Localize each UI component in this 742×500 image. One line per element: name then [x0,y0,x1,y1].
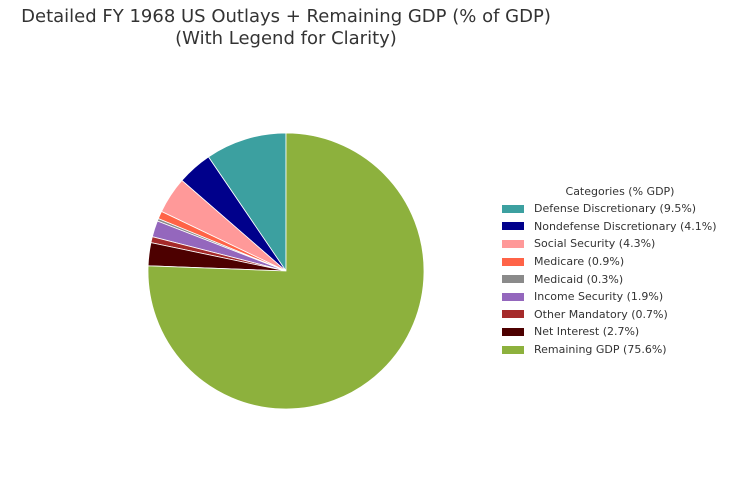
legend-swatch-3 [502,257,524,266]
legend-label-7: Net Interest (2.7%) [534,325,640,339]
legend-title: Categories (% GDP) [565,185,675,198]
chart-title: Detailed FY 1968 US Outlays + Remaining … [0,6,572,50]
legend-swatch-5 [502,292,524,301]
legend-item-0: Defense Discretionary (9.5%) [500,200,736,218]
legend-item-5: Income Security (1.9%) [500,288,736,306]
chart-title-line-2: (With Legend for Clarity) [175,28,397,49]
legend-swatch-2 [502,239,524,248]
pie-slice-8 [147,132,425,410]
legend-label-0: Defense Discretionary (9.5%) [534,202,697,216]
pie-slice-0 [207,132,287,273]
legend-item-8: Remaining GDP (75.6%) [500,341,736,359]
legend-label-6: Other Mandatory (0.7%) [534,307,668,321]
legend-item-6: Other Mandatory (0.7%) [500,306,736,324]
legend-item-7: Net Interest (2.7%) [500,323,736,341]
legend-label-3: Medicare (0.9%) [534,255,625,269]
legend-swatch-4 [502,275,524,284]
legend-swatch-1 [502,222,524,231]
legend-swatch-6 [502,310,524,319]
legend-item-2: Social Security (4.3%) [500,235,736,253]
chart-title-line-1: Detailed FY 1968 US Outlays + Remaining … [21,6,551,27]
legend-label-8: Remaining GDP (75.6%) [534,343,667,357]
legend-label-2: Social Security (4.3%) [534,237,656,251]
legend-label-4: Medicaid (0.3%) [534,272,624,286]
legend-item-4: Medicaid (0.3%) [500,270,736,288]
legend-swatch-8 [502,345,524,354]
legend-item-1: Nondefense Discretionary (4.1%) [500,218,736,236]
legend-swatch-7 [502,327,524,336]
legend-label-1: Nondefense Discretionary (4.1%) [534,219,717,233]
legend-label-5: Income Security (1.9%) [534,290,664,304]
legend-swatch-0 [502,204,524,213]
legend: Categories (% GDP) Defense Discretionary… [500,183,736,358]
legend-item-3: Medicare (0.9%) [500,253,736,271]
